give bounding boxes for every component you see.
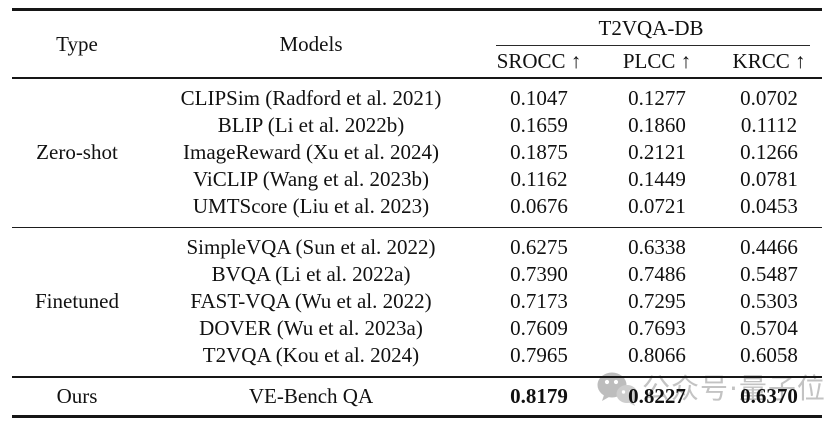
srocc-value: 0.1659 bbox=[510, 113, 568, 137]
header-group-t2vqa-db: T2VQA-DB SROCC ↑ PLCC ↑ KRCC ↑ bbox=[480, 11, 822, 77]
section-zero-shot: Zero-shot CLIPSim (Radford et al. 2021) … bbox=[12, 79, 822, 228]
krcc-value: 0.0453 bbox=[740, 194, 798, 218]
srocc-value: 0.7173 bbox=[510, 289, 568, 313]
srocc-value: 0.1875 bbox=[510, 140, 568, 164]
table-row: T2VQA (Kou et al. 2024) 0.7965 0.8066 0.… bbox=[142, 342, 822, 369]
srocc-value: 0.7390 bbox=[510, 262, 568, 286]
krcc-value: 0.0781 bbox=[740, 167, 798, 191]
header-metric-plcc: PLCC ↑ bbox=[622, 49, 692, 73]
table-row: ImageReward (Xu et al. 2024) 0.1875 0.21… bbox=[142, 139, 822, 166]
table-row: DOVER (Wu et al. 2023a) 0.7609 0.7693 0.… bbox=[142, 315, 822, 342]
plcc-value: 0.7295 bbox=[628, 289, 686, 313]
srocc-value: 0.1162 bbox=[510, 167, 568, 191]
header-metrics: SROCC ↑ PLCC ↑ KRCC ↑ bbox=[480, 46, 822, 77]
section-finetuned: Finetuned SimpleVQA (Sun et al. 2022) 0.… bbox=[12, 228, 822, 378]
krcc-value: 0.0702 bbox=[740, 86, 798, 110]
table-row: CLIPSim (Radford et al. 2021) 0.1047 0.1… bbox=[142, 85, 822, 112]
srocc-value: 0.6275 bbox=[510, 235, 568, 259]
ours-srocc-value: 0.8179 bbox=[510, 384, 568, 408]
plcc-value: 0.1277 bbox=[628, 86, 686, 110]
model-name: T2VQA (Kou et al. 2024) bbox=[202, 343, 420, 367]
header-type: Type bbox=[56, 31, 98, 56]
plcc-value: 0.2121 bbox=[628, 140, 686, 164]
section-type-label: Zero-shot bbox=[36, 140, 118, 164]
header-metric-srocc: SROCC ↑ bbox=[496, 49, 582, 73]
krcc-value: 0.1112 bbox=[740, 113, 798, 137]
plcc-value: 0.0721 bbox=[628, 194, 686, 218]
model-name: UMTScore (Liu et al. 2023) bbox=[192, 194, 430, 218]
model-name: BLIP (Li et al. 2022b) bbox=[217, 113, 405, 137]
model-name: ViCLIP (Wang et al. 2023b) bbox=[193, 167, 429, 191]
table-row: SimpleVQA (Sun et al. 2022) 0.6275 0.633… bbox=[142, 234, 822, 261]
ours-plcc-value: 0.8227 bbox=[628, 384, 686, 408]
header-models: Models bbox=[279, 31, 343, 56]
krcc-value: 0.4466 bbox=[740, 235, 798, 259]
results-table: Type Models T2VQA-DB SROCC ↑ PLCC ↑ KRCC… bbox=[12, 8, 822, 418]
section-rows: SimpleVQA (Sun et al. 2022) 0.6275 0.633… bbox=[142, 234, 822, 369]
model-name: FAST-VQA (Wu et al. 2022) bbox=[190, 289, 432, 313]
model-name: DOVER (Wu et al. 2023a) bbox=[199, 316, 423, 340]
model-name: SimpleVQA (Sun et al. 2022) bbox=[186, 235, 436, 259]
ours-model-name: VE-Bench QA bbox=[248, 384, 374, 408]
ours-krcc-value: 0.6370 bbox=[740, 384, 798, 408]
table-row: ViCLIP (Wang et al. 2023b) 0.1162 0.1449… bbox=[142, 166, 822, 193]
srocc-value: 0.7609 bbox=[510, 316, 568, 340]
krcc-value: 0.5704 bbox=[740, 316, 798, 340]
section-type-label: Finetuned bbox=[35, 289, 119, 313]
model-name: ImageReward (Xu et al. 2024) bbox=[183, 140, 439, 164]
table-row: BLIP (Li et al. 2022b) 0.1659 0.1860 0.1… bbox=[142, 112, 822, 139]
plcc-value: 0.1449 bbox=[628, 167, 686, 191]
plcc-value: 0.7486 bbox=[628, 262, 686, 286]
header-metric-krcc: KRCC ↑ bbox=[732, 49, 806, 73]
table-row: BVQA (Li et al. 2022a) 0.7390 0.7486 0.5… bbox=[142, 261, 822, 288]
ours-row: Ours VE-Bench QA 0.8179 0.8227 0.6370 bbox=[12, 378, 822, 418]
section-rows: CLIPSim (Radford et al. 2021) 0.1047 0.1… bbox=[142, 85, 822, 220]
plcc-value: 0.8066 bbox=[628, 343, 686, 367]
krcc-value: 0.5487 bbox=[740, 262, 798, 286]
srocc-value: 0.0676 bbox=[510, 194, 568, 218]
model-name: CLIPSim (Radford et al. 2021) bbox=[180, 86, 442, 110]
wechat-icon bbox=[596, 371, 638, 407]
srocc-value: 0.1047 bbox=[510, 86, 568, 110]
krcc-value: 0.6058 bbox=[740, 343, 798, 367]
header-group-rule bbox=[496, 45, 810, 46]
ours-type-label: Ours bbox=[56, 384, 98, 408]
krcc-value: 0.1266 bbox=[740, 140, 798, 164]
table-header: Type Models T2VQA-DB SROCC ↑ PLCC ↑ KRCC… bbox=[12, 8, 822, 79]
table-row: FAST-VQA (Wu et al. 2022) 0.7173 0.7295 … bbox=[142, 288, 822, 315]
krcc-value: 0.5303 bbox=[740, 289, 798, 313]
header-group-title: T2VQA-DB bbox=[598, 15, 704, 40]
srocc-value: 0.7965 bbox=[510, 343, 568, 367]
table-row: UMTScore (Liu et al. 2023) 0.0676 0.0721… bbox=[142, 193, 822, 220]
model-name: BVQA (Li et al. 2022a) bbox=[211, 262, 411, 286]
plcc-value: 0.7693 bbox=[628, 316, 686, 340]
plcc-value: 0.6338 bbox=[628, 235, 686, 259]
plcc-value: 0.1860 bbox=[628, 113, 686, 137]
